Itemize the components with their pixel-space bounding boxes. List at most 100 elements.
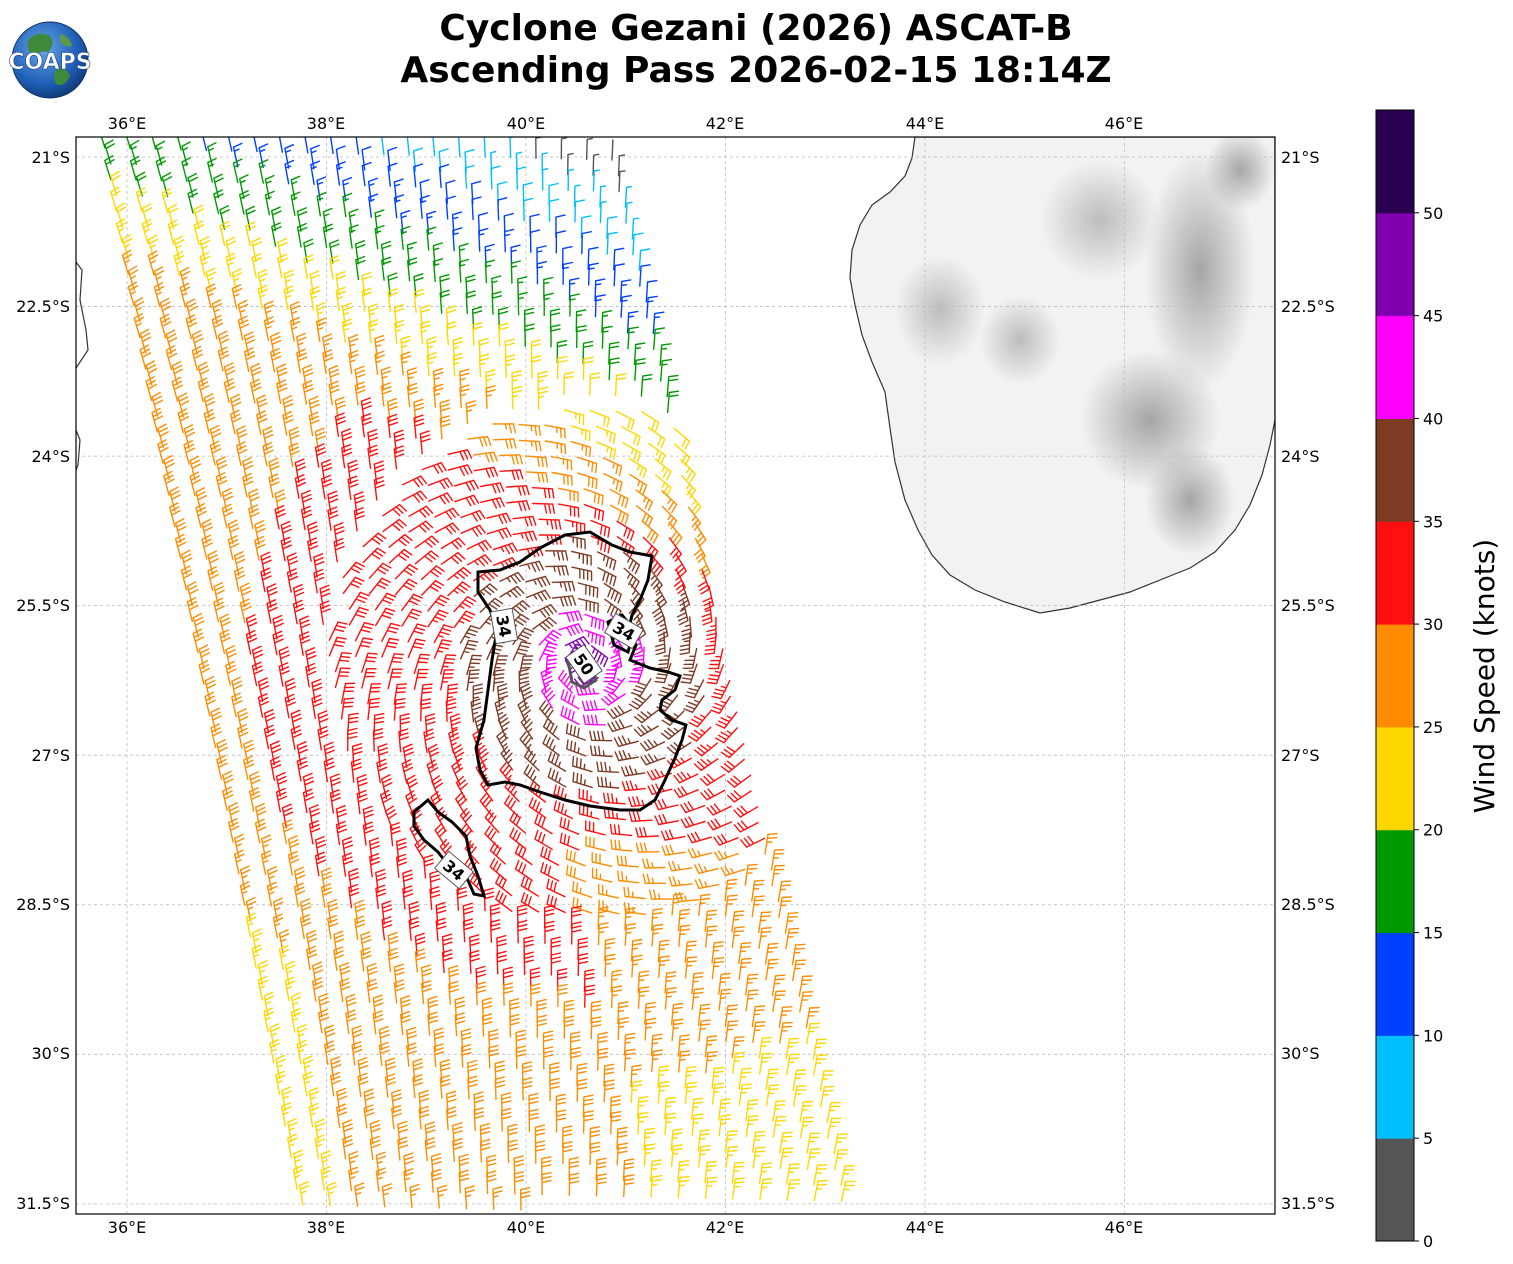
wind-barb	[368, 193, 379, 218]
wind-barb	[239, 174, 249, 199]
wind-barb	[577, 937, 589, 961]
colorbar-bin	[1376, 829, 1414, 934]
wind-barb	[770, 848, 785, 871]
wind-barb	[243, 755, 255, 781]
wind-barb	[671, 1002, 684, 1026]
wind-barb	[348, 591, 370, 610]
wind-barb	[347, 475, 359, 500]
wind-barb	[570, 425, 591, 442]
wind-barb	[570, 1047, 581, 1071]
wind-barb	[361, 271, 372, 297]
wind-barb	[435, 901, 447, 926]
colorbar-tick-label: 10	[1423, 1026, 1443, 1045]
wind-barb	[759, 1178, 773, 1201]
wind-barb	[406, 137, 410, 156]
wind-barb	[432, 367, 444, 392]
wind-barb	[592, 169, 600, 192]
wind-barb	[525, 575, 551, 588]
wind-barb	[840, 1180, 856, 1202]
wind-barb	[245, 896, 257, 922]
wind-barb	[294, 866, 306, 892]
wind-barb	[715, 711, 738, 729]
wind-barb	[439, 273, 450, 298]
wind-barb	[631, 954, 643, 978]
wind-barb	[505, 600, 531, 615]
wind-barb	[684, 679, 705, 699]
wind-barb	[373, 460, 385, 485]
wind-barb	[520, 892, 540, 913]
wind-barb	[197, 361, 210, 387]
wind-barb	[374, 334, 385, 360]
wind-barb	[576, 1062, 588, 1087]
wind-barb	[308, 1102, 320, 1128]
wind-barb	[243, 739, 255, 765]
wind-barb	[257, 268, 269, 294]
wind-barb	[406, 241, 417, 266]
wind-barb	[609, 488, 629, 509]
wind-barb	[464, 164, 475, 189]
wind-barb	[256, 394, 268, 420]
wind-barb	[303, 254, 314, 280]
wind-barb	[155, 156, 167, 182]
wind-barb	[395, 838, 407, 863]
wind-barb	[445, 195, 456, 220]
wind-barb	[255, 802, 267, 828]
wind-barb	[290, 175, 301, 201]
wind-barb	[418, 1105, 430, 1130]
wind-barb	[480, 777, 494, 802]
wind-barb	[595, 425, 616, 444]
wind-barb	[307, 537, 319, 562]
wind-barb	[263, 1007, 274, 1033]
wind-barb	[568, 1172, 580, 1196]
wind-barb	[451, 211, 463, 236]
wind-barb	[724, 894, 738, 917]
wind-barb	[380, 382, 392, 407]
wind-barb	[207, 142, 217, 167]
wind-barb	[284, 976, 296, 1002]
lat-label-right: 30°S	[1281, 1044, 1320, 1063]
wind-barb	[354, 899, 366, 925]
wind-barb	[523, 951, 534, 976]
wind-barb	[666, 390, 680, 414]
wind-barb	[387, 398, 398, 423]
wind-barb	[562, 261, 573, 286]
wind-barb	[492, 669, 505, 692]
wind-barb	[606, 216, 618, 239]
wind-barb	[820, 1085, 835, 1108]
wind-barb	[251, 928, 263, 954]
wind-barb	[603, 582, 622, 604]
wind-barb	[617, 870, 640, 884]
wind-barb	[213, 173, 224, 199]
wind-barb	[153, 266, 165, 292]
wind-barb	[491, 291, 502, 315]
wind-barb	[520, 714, 534, 740]
lat-label-right: 27°S	[1281, 746, 1320, 765]
wind-barb	[548, 198, 560, 222]
wind-barb	[537, 370, 548, 395]
wind-barb	[595, 1157, 607, 1181]
wind-barb	[486, 527, 512, 540]
wind-barb	[557, 487, 579, 503]
wind-barb	[400, 225, 411, 250]
wind-barb	[394, 563, 418, 580]
wind-barb	[661, 844, 686, 856]
wind-barb	[550, 456, 573, 471]
wind-barb	[159, 297, 172, 323]
colorbar-bin	[1376, 315, 1414, 419]
wind-barb	[700, 773, 725, 786]
wind-barb	[195, 487, 207, 513]
wind-barb	[300, 489, 313, 515]
wind-barb	[251, 661, 264, 687]
wind-barb	[764, 942, 779, 965]
wind-barb	[492, 1186, 503, 1210]
wind-barb	[590, 745, 613, 758]
wind-barb	[257, 677, 270, 703]
wind-barb	[290, 1008, 302, 1033]
wind-barb	[652, 311, 665, 335]
wind-barb	[126, 137, 131, 150]
wind-barb	[310, 144, 320, 170]
wind-barb	[654, 584, 667, 610]
wind-barb	[141, 218, 153, 244]
wind-barb	[401, 475, 428, 488]
wind-barb	[445, 1090, 457, 1115]
